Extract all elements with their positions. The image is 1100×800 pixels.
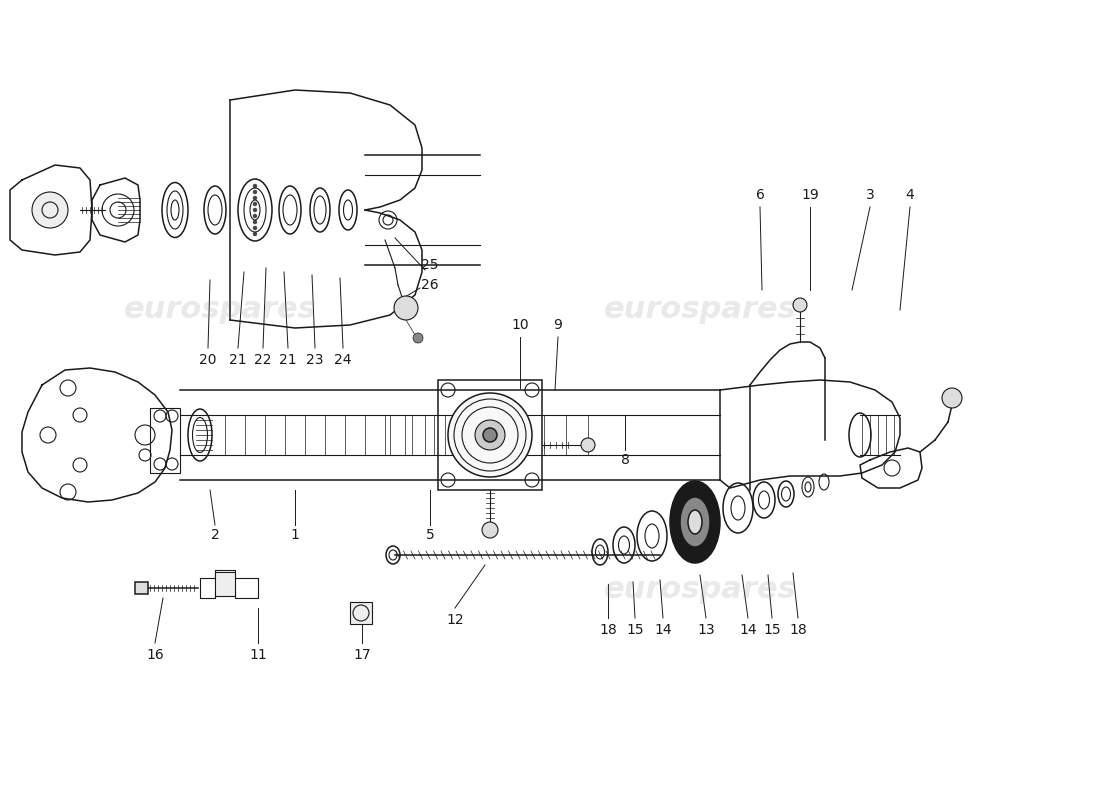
Circle shape xyxy=(475,420,505,450)
Bar xyxy=(135,582,149,594)
Circle shape xyxy=(581,438,595,452)
Ellipse shape xyxy=(253,226,257,230)
Text: 21: 21 xyxy=(279,353,297,367)
Text: eurospares: eurospares xyxy=(604,575,796,605)
Text: 7: 7 xyxy=(485,453,494,467)
Text: 20: 20 xyxy=(199,353,217,367)
Text: 1: 1 xyxy=(290,528,299,542)
Circle shape xyxy=(942,388,962,408)
Circle shape xyxy=(482,522,498,538)
Text: 18: 18 xyxy=(600,623,617,637)
Ellipse shape xyxy=(680,497,710,547)
Text: 17: 17 xyxy=(353,648,371,662)
Text: 14: 14 xyxy=(654,623,672,637)
Ellipse shape xyxy=(253,208,257,212)
Text: 19: 19 xyxy=(801,188,818,202)
Text: 8: 8 xyxy=(620,453,629,467)
Text: 13: 13 xyxy=(697,623,715,637)
Text: 14: 14 xyxy=(739,623,757,637)
Ellipse shape xyxy=(253,202,257,206)
Ellipse shape xyxy=(253,196,257,200)
Text: 23: 23 xyxy=(306,353,323,367)
Text: 4: 4 xyxy=(905,188,914,202)
Circle shape xyxy=(793,298,807,312)
Text: 18: 18 xyxy=(789,623,807,637)
Text: 10: 10 xyxy=(512,318,529,332)
Circle shape xyxy=(412,333,424,343)
Ellipse shape xyxy=(253,184,257,188)
Text: 15: 15 xyxy=(626,623,644,637)
Text: 3: 3 xyxy=(866,188,874,202)
Text: eurospares: eurospares xyxy=(123,295,317,325)
Ellipse shape xyxy=(253,190,257,194)
Text: 21: 21 xyxy=(229,353,246,367)
Bar xyxy=(350,602,372,624)
Bar xyxy=(150,408,180,473)
Text: 16: 16 xyxy=(146,648,164,662)
Text: 26: 26 xyxy=(421,278,439,292)
Text: 11: 11 xyxy=(249,648,267,662)
Text: eurospares: eurospares xyxy=(604,295,796,325)
Ellipse shape xyxy=(253,220,257,224)
Ellipse shape xyxy=(688,510,702,534)
Circle shape xyxy=(448,393,532,477)
Ellipse shape xyxy=(253,232,257,236)
Text: 2: 2 xyxy=(210,528,219,542)
Circle shape xyxy=(32,192,68,228)
Circle shape xyxy=(394,296,418,320)
Text: 12: 12 xyxy=(447,613,464,627)
Text: 25: 25 xyxy=(421,258,439,272)
Text: 15: 15 xyxy=(763,623,781,637)
Ellipse shape xyxy=(253,214,257,218)
Text: 6: 6 xyxy=(756,188,764,202)
Ellipse shape xyxy=(670,481,720,563)
Text: 22: 22 xyxy=(254,353,272,367)
Text: 5: 5 xyxy=(426,528,434,542)
Text: 9: 9 xyxy=(553,318,562,332)
Circle shape xyxy=(483,428,497,442)
Bar xyxy=(214,572,235,596)
Bar xyxy=(438,380,542,490)
Text: 24: 24 xyxy=(334,353,352,367)
